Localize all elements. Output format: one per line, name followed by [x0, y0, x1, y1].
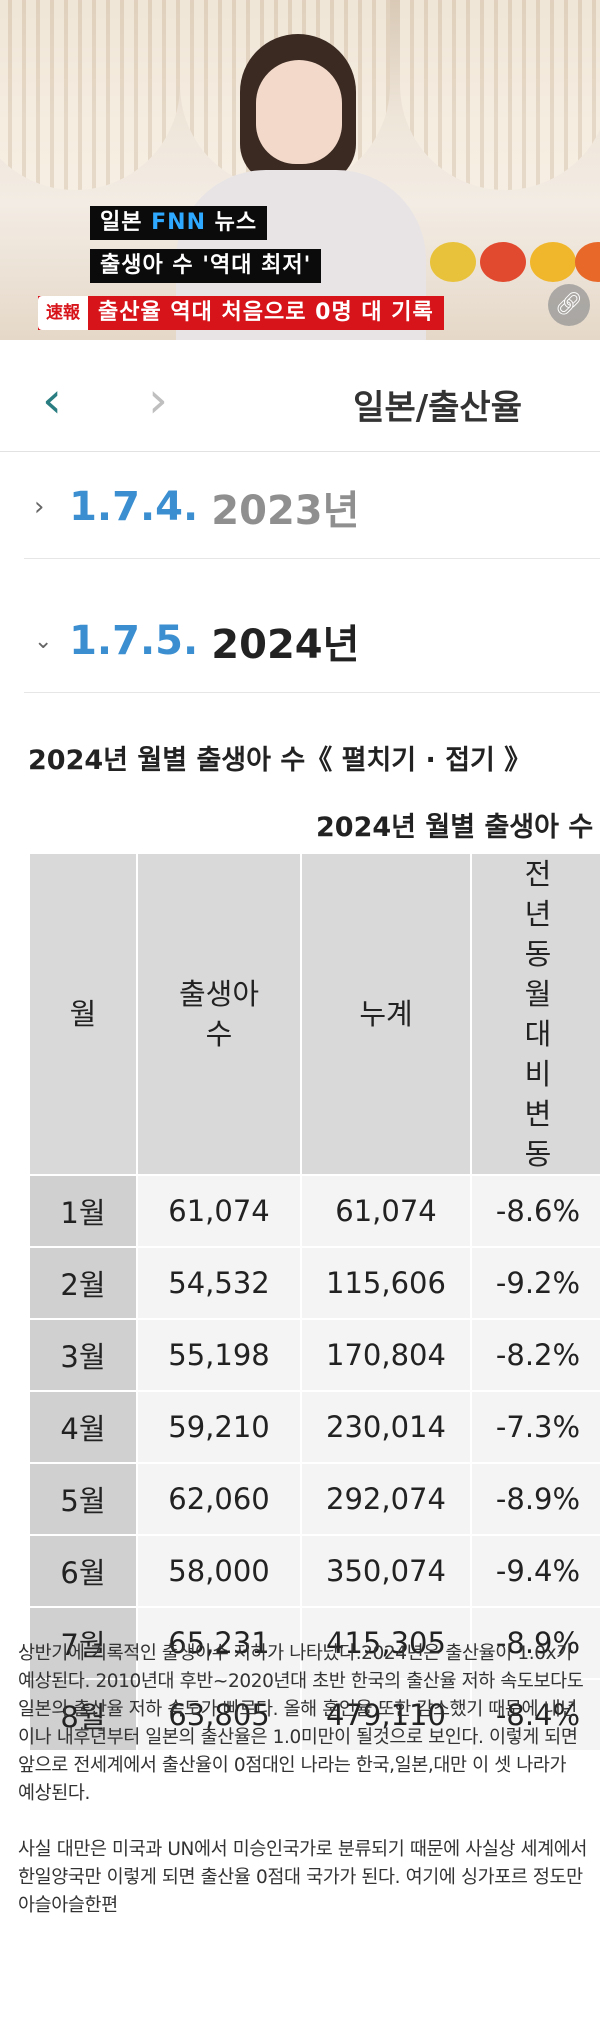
- background-arch: [400, 0, 600, 190]
- table-row: 1월 61,074 61,074 -8.6%: [28, 1174, 600, 1248]
- cell-cumulative: 61,074: [300, 1174, 472, 1248]
- table-row: 7월 65,231 415,305 -8.9%: [28, 1606, 600, 1680]
- table-row: 5월 62,060 292,074 -8.9%: [28, 1462, 600, 1536]
- news-ticker-breaking: 출산율 역대 처음으로 0명 대 기록: [38, 296, 444, 330]
- header-month: 월: [28, 852, 138, 1176]
- cell-yoy-change: -8.4%: [470, 1678, 600, 1752]
- table-header-row: 월 출생아 수 누계 전년 동월 대비 변동: [28, 852, 600, 1176]
- news-ticker-headline: 출생아 수 '역대 최저': [90, 249, 322, 283]
- header-births: 출생아 수: [136, 852, 302, 1176]
- cell-month: 6월: [28, 1534, 138, 1608]
- cell-births: 58,000: [136, 1534, 302, 1608]
- cell-month: 8월: [28, 1678, 138, 1752]
- news-ticker-source: 일본 FNN 뉴스: [90, 206, 268, 240]
- background-arch: [0, 0, 180, 190]
- section-title: 2024년: [211, 622, 360, 668]
- ticker-highlight: FNN: [151, 210, 206, 235]
- cell-cumulative: 415,305: [300, 1606, 472, 1680]
- table-row: 4월 59,210 230,014 -7.3%: [28, 1390, 600, 1464]
- table-title: 2024년 월별 출생아 수: [316, 812, 594, 843]
- ticker-text: 뉴스: [206, 210, 258, 235]
- cell-month: 3월: [28, 1318, 138, 1392]
- comment-paragraph: 사실 대만은 미국과 UN에서 미승인국가로 분류되기 때문에 사실상 세계에서…: [18, 1839, 588, 1916]
- cell-births: 59,210: [136, 1390, 302, 1464]
- cell-month: 1월: [28, 1174, 138, 1248]
- section-divider: [24, 692, 600, 693]
- cell-month: 5월: [28, 1462, 138, 1536]
- lantern: [480, 242, 526, 282]
- cell-births: 55,198: [136, 1318, 302, 1392]
- section-number: 1.7.4.: [69, 484, 199, 530]
- cell-births: 63,805: [136, 1678, 302, 1752]
- cell-yoy-change: -8.9%: [470, 1462, 600, 1536]
- chevron-right-icon: ›: [34, 492, 45, 522]
- cell-yoy-change: -8.9%: [470, 1606, 600, 1680]
- cell-cumulative: 350,074: [300, 1534, 472, 1608]
- anchor-face: [256, 60, 342, 164]
- cell-cumulative: 115,606: [300, 1246, 472, 1320]
- table-row: 2월 54,532 115,606 -9.2%: [28, 1246, 600, 1320]
- section-number: 1.7.5.: [69, 618, 199, 664]
- cell-month: 2월: [28, 1246, 138, 1320]
- cell-yoy-change: -7.3%: [470, 1390, 600, 1464]
- lantern: [430, 242, 476, 282]
- cell-yoy-change: -8.2%: [470, 1318, 600, 1392]
- table-row: 3월 55,198 170,804 -8.2%: [28, 1318, 600, 1392]
- cell-month: 4월: [28, 1390, 138, 1464]
- section-title: 2023년: [211, 488, 360, 534]
- cell-births: 61,074: [136, 1174, 302, 1248]
- chevron-down-icon: ⌄: [34, 628, 53, 654]
- table-row: 8월 63,805 479,110 -8.4%: [28, 1678, 600, 1752]
- cell-births: 65,231: [136, 1606, 302, 1680]
- lantern: [575, 242, 600, 282]
- section-divider: [24, 558, 600, 559]
- link-icon[interactable]: 🔗︎: [548, 284, 590, 326]
- chevron-left-icon[interactable]: ‹: [42, 371, 62, 429]
- section-header-2023[interactable]: › 1.7.4. 2023년: [34, 478, 359, 552]
- ticker-text: 일본: [100, 210, 152, 235]
- table-toggle-caption[interactable]: 2024년 월별 출생아 수《 펼치기 · 접기 》: [28, 745, 532, 776]
- monthly-births-table: 월 출생아 수 누계 전년 동월 대비 변동 1월 61,074 61,074 -8.…: [28, 852, 600, 1752]
- section-header-2024[interactable]: ⌄ 1.7.5. 2024년: [34, 612, 359, 686]
- cell-yoy-change: -9.2%: [470, 1246, 600, 1320]
- page-title: 일본/출산율: [353, 388, 522, 428]
- cell-month: 7월: [28, 1606, 138, 1680]
- cell-cumulative: 479,110: [300, 1678, 472, 1752]
- breaking-news-badge: 速報: [38, 296, 88, 330]
- news-video-frame[interactable]: 일본 FNN 뉴스 출생아 수 '역대 최저' 출산율 역대 처음으로 0명 대…: [0, 0, 600, 340]
- header-cumulative: 누계: [300, 852, 472, 1176]
- user-comment: 상반기에 기록적인 출생아수 저하가 나타났다.2024년은 출산율이 1.0x…: [18, 1640, 588, 1948]
- lantern: [530, 242, 576, 282]
- table-row: 6월 58,000 350,074 -9.4%: [28, 1534, 600, 1608]
- cell-yoy-change: -9.4%: [470, 1534, 600, 1608]
- header-yoy-change: 전년 동월 대비 변동: [470, 852, 600, 1176]
- cell-cumulative: 230,014: [300, 1390, 472, 1464]
- comment-paragraph: 상반기에 기록적인 출생아수 저하가 나타났다.2024년은 출산율이 1.0x…: [18, 1643, 584, 1804]
- wiki-nav-bar: ‹ › 일본/출산율: [0, 356, 600, 452]
- cell-cumulative: 170,804: [300, 1318, 472, 1392]
- cell-births: 54,532: [136, 1246, 302, 1320]
- cell-yoy-change: -8.6%: [470, 1174, 600, 1248]
- chevron-right-icon[interactable]: ›: [148, 371, 168, 429]
- cell-births: 62,060: [136, 1462, 302, 1536]
- cell-cumulative: 292,074: [300, 1462, 472, 1536]
